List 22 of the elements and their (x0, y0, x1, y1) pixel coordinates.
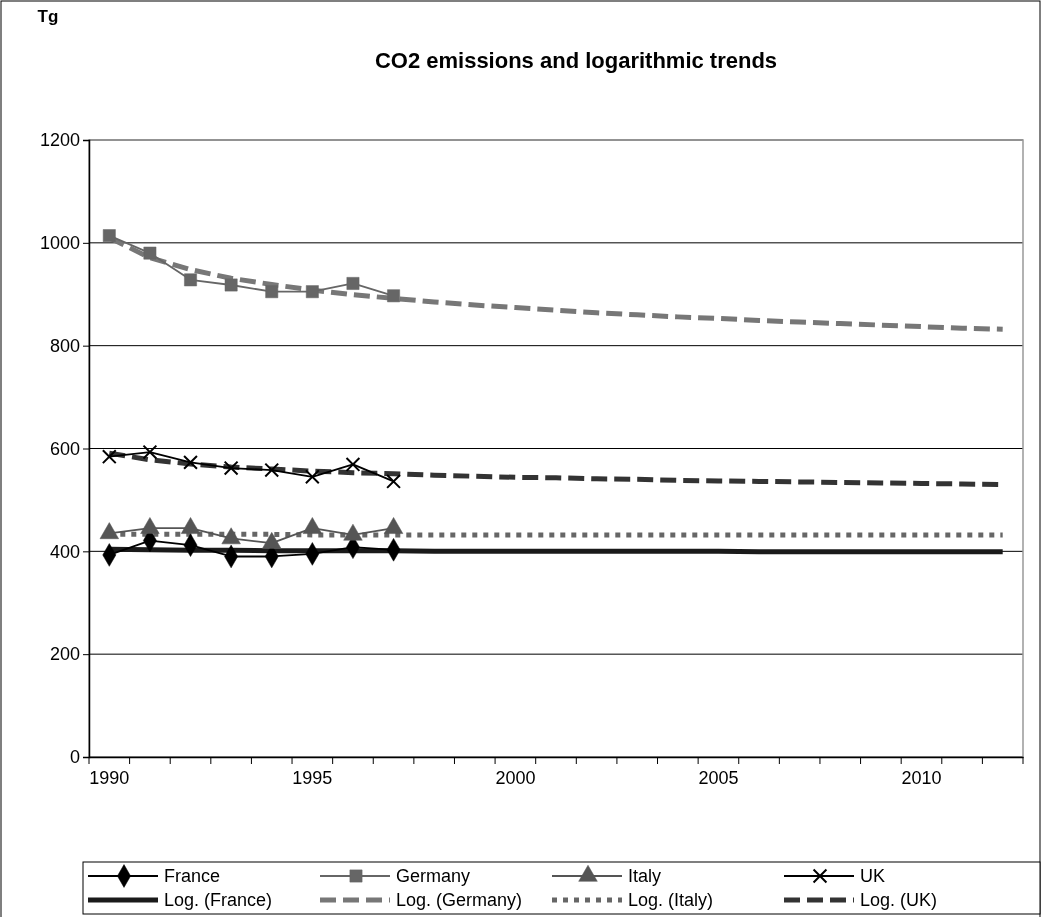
x-tick-label: 2010 (901, 767, 942, 788)
legend-label: Log. (Italy) (628, 890, 714, 910)
legend-label: Log. (France) (164, 890, 273, 910)
y-tick-label: 400 (49, 541, 80, 562)
legend-label: Germany (396, 866, 471, 886)
y-tick-label: 800 (49, 335, 80, 356)
legend-label: Italy (628, 866, 662, 886)
legend-label: France (164, 866, 221, 886)
legend-label: UK (860, 866, 886, 886)
x-tick-label: 2005 (698, 767, 739, 788)
legend-label: Log. (Germany) (396, 890, 523, 910)
y-tick-label: 200 (49, 644, 80, 665)
legend-label: Log. (UK) (860, 890, 938, 910)
text: Tg (37, 7, 59, 26)
y-tick-label: 600 (49, 438, 80, 459)
x-tick-label: 1995 (292, 767, 333, 788)
x-tick-label: 1990 (89, 767, 130, 788)
x-tick-label: 2000 (495, 767, 536, 788)
y-tick-label: 0 (69, 747, 80, 768)
chart-title: CO2 emissions and logarithmic trends (374, 48, 778, 73)
y-tick-label: 1000 (39, 233, 80, 254)
y-tick-label: 1200 (39, 130, 80, 151)
